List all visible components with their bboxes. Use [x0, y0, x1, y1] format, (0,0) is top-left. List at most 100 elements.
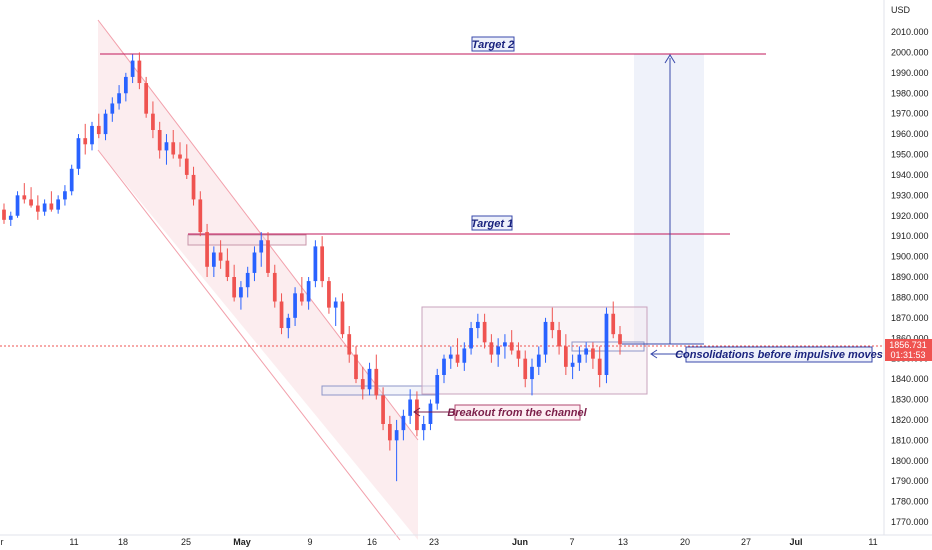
candle-body	[340, 301, 345, 335]
candle	[591, 342, 595, 369]
y-axis-ticks: 2010.000 2000.000 1990.000 1980.000 1970.000…	[891, 27, 929, 527]
candle	[171, 130, 176, 159]
candle-body	[171, 142, 176, 155]
candle	[374, 354, 379, 400]
descending-channel	[98, 20, 418, 540]
y-tick-label: 1770.000	[891, 517, 929, 527]
candle-body	[489, 342, 494, 355]
x-axis-ticks: r 11 18 25 May 9 16 23 Jun 7 13 20 27 Jul 11	[1, 537, 878, 547]
candle-body	[496, 346, 501, 355]
candle-body	[536, 354, 541, 367]
candle	[313, 240, 318, 288]
candle	[2, 203, 6, 224]
y-tick-label: 1930.000	[891, 190, 929, 200]
candle-body	[604, 313, 609, 375]
candle	[225, 248, 230, 282]
y-axis-panel[interactable]	[884, 0, 932, 535]
candle-body	[618, 334, 622, 345]
candle-body	[76, 138, 81, 169]
candle-body	[333, 301, 338, 308]
candle-body	[90, 125, 94, 145]
y-tick-label: 1940.000	[891, 170, 929, 180]
candle-body	[584, 348, 589, 355]
candle	[178, 142, 182, 167]
candle	[157, 121, 162, 159]
candle	[205, 223, 209, 277]
y-tick-label: 1970.000	[891, 109, 929, 119]
x-tick-label: 7	[569, 537, 574, 547]
candle	[279, 293, 284, 335]
y-tick-label: 1900.000	[891, 252, 929, 262]
x-tick-label: 9	[307, 537, 312, 547]
candle	[536, 346, 541, 375]
candle-body	[42, 203, 47, 212]
candle	[381, 387, 385, 431]
candle	[604, 307, 609, 384]
candle-body	[56, 199, 61, 210]
x-tick-label: 11	[868, 537, 877, 547]
y-tick-label: 1870.000	[891, 313, 929, 323]
y-tick-label: 1980.000	[891, 88, 929, 98]
candle	[49, 191, 54, 212]
y-tick-label: 1810.000	[891, 435, 929, 445]
candle-body	[354, 354, 358, 380]
candle-body	[347, 334, 352, 355]
x-tick-label: 23	[429, 537, 439, 547]
consolidation-box-upper	[187, 234, 307, 246]
candle	[69, 164, 74, 196]
x-tick-label: 16	[367, 537, 377, 547]
candle	[218, 240, 223, 269]
candle	[509, 330, 514, 355]
candle-body	[570, 362, 575, 367]
candle-body	[8, 215, 13, 220]
y-tick-label: 1780.000	[891, 497, 929, 507]
breakout-label[interactable]: Breakout from the channel	[447, 404, 588, 421]
candle-body	[530, 366, 534, 380]
candle	[462, 342, 467, 371]
candle-body	[259, 240, 264, 253]
consolidation-arrow-head	[650, 349, 658, 359]
x-tick-label: Jun	[512, 537, 528, 547]
x-tick-label: 13	[618, 537, 628, 547]
x-tick-label: 27	[741, 537, 751, 547]
projection-arrow-head	[664, 54, 676, 64]
candle	[577, 346, 582, 371]
candle-body	[225, 260, 230, 277]
candle	[347, 326, 352, 363]
x-tick-label: Jul	[789, 537, 802, 547]
consolidation-label[interactable]: Consolidations before impulsive moves	[675, 346, 883, 363]
breakout-label-text: Breakout from the channel	[447, 407, 587, 419]
y-tick-label: 1880.000	[891, 292, 929, 302]
candle-body	[591, 348, 595, 359]
candle	[597, 346, 602, 388]
candle-body	[198, 199, 203, 233]
candle	[327, 277, 331, 314]
candle-body	[482, 321, 487, 343]
target2-label[interactable]: Target 2	[471, 36, 515, 52]
candle-body	[516, 350, 521, 359]
y-tick-label: 1860.000	[891, 333, 929, 343]
candle	[42, 199, 47, 216]
candle-body	[327, 281, 331, 308]
candle-body	[401, 415, 406, 431]
y-tick-label: 1800.000	[891, 456, 929, 466]
candle-body	[110, 103, 115, 114]
candle	[272, 264, 277, 308]
candle-body	[205, 232, 209, 267]
candle-body	[184, 158, 189, 175]
candle	[496, 338, 501, 367]
target1-label[interactable]: Target 1	[471, 215, 513, 231]
candle-body	[22, 195, 27, 200]
candle-body	[151, 113, 155, 130]
candle-body	[123, 76, 128, 94]
candle	[35, 195, 40, 220]
candle	[428, 399, 433, 431]
candle	[164, 134, 169, 165]
candle-body	[509, 342, 514, 351]
candle-body	[29, 199, 33, 206]
y-tick-label: 1840.000	[891, 374, 929, 384]
candle-body	[211, 252, 216, 267]
candle-body	[306, 281, 311, 302]
candle	[110, 97, 115, 122]
